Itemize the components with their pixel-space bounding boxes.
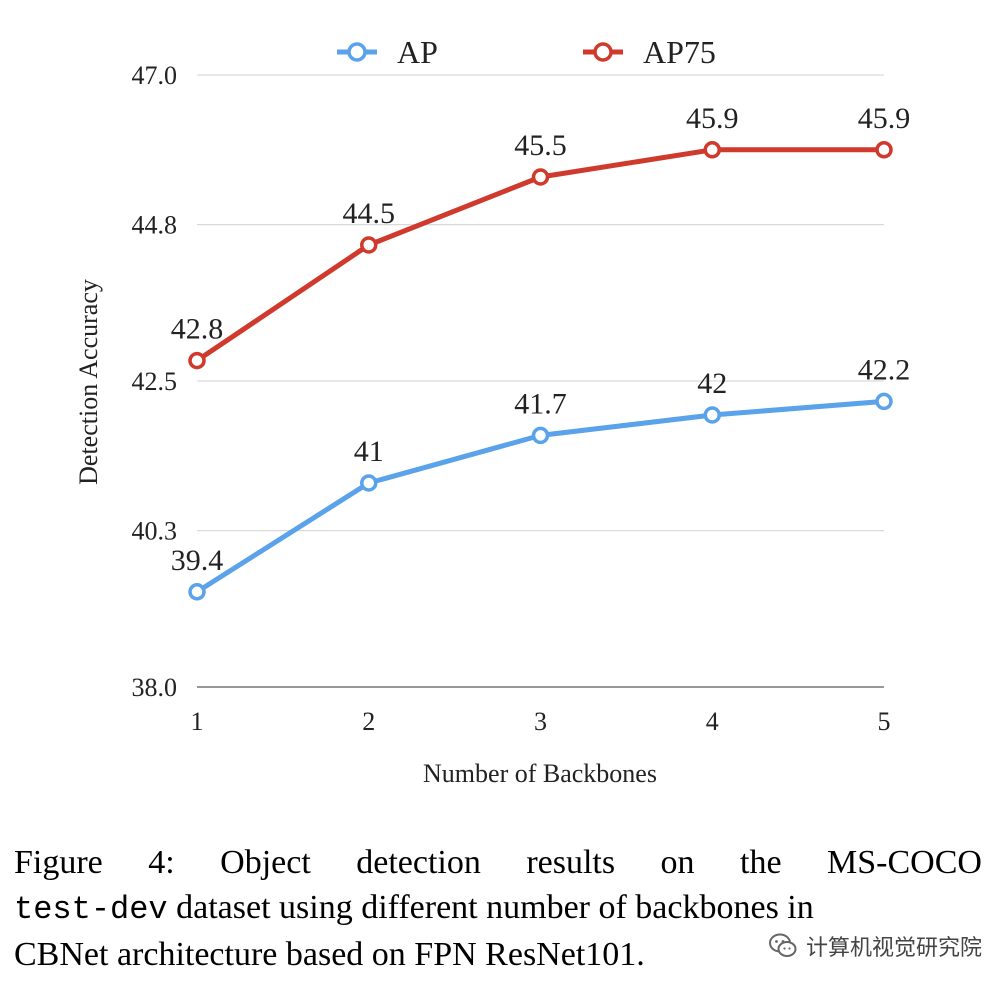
caption-line-2: test-dev dataset using different number … (14, 885, 982, 932)
legend-label: AP (397, 34, 438, 70)
data-point (703, 141, 721, 159)
x-tick-label: 2 (362, 707, 375, 736)
y-tick-label: 47.0 (132, 61, 178, 90)
x-tick-label: 1 (191, 707, 204, 736)
data-point (703, 406, 721, 424)
y-tick-label: 44.8 (132, 211, 178, 240)
wechat-icon (769, 933, 797, 957)
series-group: 39.4 41 41.7 42 42.2 42.8 44.5 45.5 45.9 45.9 (171, 102, 911, 601)
watermark-text: 计算机视觉研究院 (806, 936, 983, 961)
data-label: 44.5 (343, 197, 396, 230)
figure-caption: Figure 4: Object detection results on the MS-CO… (14, 840, 982, 977)
caption-word: results (526, 844, 616, 881)
x-axis-title: Number of Backbones (423, 759, 657, 788)
data-label: 39.4 (171, 544, 224, 577)
data-label: 45.9 (858, 102, 911, 135)
caption-word: MS-COCO (827, 844, 982, 881)
caption-word: Object (220, 844, 311, 881)
y-tick-label: 42.5 (132, 367, 178, 396)
caption-line-2-text: dataset using different number of backbo… (176, 889, 814, 926)
data-point (360, 474, 378, 492)
x-tick-label: 3 (534, 707, 547, 736)
legend-swatch-marker (347, 42, 367, 62)
data-label: 41.7 (514, 387, 567, 420)
legend: AP AP75 (337, 34, 716, 70)
data-label: 45.9 (686, 102, 739, 135)
data-label: 45.5 (514, 129, 567, 162)
gridlines (197, 74, 884, 688)
series-ap: 39.4 41 41.7 42 42.2 (171, 353, 911, 601)
data-label: 42.8 (171, 313, 224, 346)
caption-line-3: CBNet architecture based on FPN ResNet10… (14, 936, 645, 973)
caption-code: test-dev (14, 891, 168, 928)
data-point (188, 583, 206, 601)
data-label: 41 (354, 435, 384, 468)
data-point (875, 141, 893, 159)
x-tick-label: 5 (878, 707, 891, 736)
watermark: 计算机视觉研究院 (762, 928, 989, 964)
caption-word: detection (356, 844, 481, 881)
y-tick-label: 38.0 (132, 673, 178, 702)
caption-line-1: Figure 4: Object detection results on the MS-CO… (14, 840, 982, 885)
y-tick-labels: 38.0 40.3 42.5 44.8 47.0 (132, 61, 178, 702)
data-point (360, 236, 378, 254)
caption-word: Figure (14, 844, 103, 881)
data-point (188, 351, 206, 370)
legend-label: AP75 (643, 34, 716, 70)
caption-word: the (740, 844, 782, 881)
caption-word: on (660, 844, 695, 881)
y-tick-label: 40.3 (132, 517, 178, 546)
y-axis-title: Detection Accuracy (74, 279, 103, 485)
data-label: 42 (697, 367, 727, 400)
data-point (531, 168, 550, 186)
data-point (531, 426, 550, 445)
x-tick-labels: 1 2 3 4 5 (191, 707, 891, 736)
data-label: 42.2 (858, 353, 911, 386)
series-ap75: 42.8 44.5 45.5 45.9 45.9 (171, 102, 911, 370)
data-point (875, 392, 893, 411)
x-tick-label: 4 (706, 707, 719, 736)
legend-swatch-marker (593, 42, 613, 62)
caption-word: 4: (148, 844, 175, 881)
